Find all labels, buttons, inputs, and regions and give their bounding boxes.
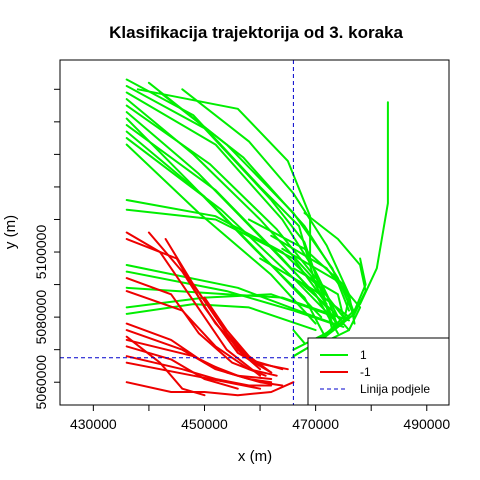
trajectory-class-minus-1-14 xyxy=(192,283,262,371)
legend: 1 -1 Linija podjele xyxy=(307,337,450,406)
trajectory-class-1-20 xyxy=(125,293,328,315)
y-tick-label-5100000: 5100000 xyxy=(33,225,49,280)
trajectory-class-minus-1-8 xyxy=(125,338,284,387)
trajectory-class-minus-1-15 xyxy=(203,296,273,374)
trajectory-class-1-27 xyxy=(281,247,362,332)
legend-label-minus-1: -1 xyxy=(360,365,371,379)
trajectory-class-minus-1-13 xyxy=(125,345,239,390)
trajectory-class-1-7 xyxy=(125,124,328,309)
trajectory-class-1-25 xyxy=(292,267,345,335)
trajectory-class-1-14 xyxy=(136,88,312,260)
plot-frame xyxy=(59,59,450,406)
x-tick-label-430000: 430000 xyxy=(70,416,117,432)
trajectory-class-minus-1-12 xyxy=(125,335,206,397)
trajectory-class-1-28 xyxy=(247,218,356,315)
trajectory-class-minus-1-5 xyxy=(125,290,278,377)
trajectory-class-1-9 xyxy=(125,137,339,325)
trajectory-class-minus-1-10 xyxy=(125,361,262,390)
trajectory-class-1-18 xyxy=(125,270,334,325)
x-tick-label-470000: 470000 xyxy=(292,416,339,432)
trajectory-class-1-4 xyxy=(125,104,334,332)
trajectory-class-minus-1-0 xyxy=(125,231,262,377)
y-tick-label-5060000: 5060000 xyxy=(33,355,49,410)
trajectory-class-1-31 xyxy=(259,257,350,338)
trajectory-class-minus-1-11 xyxy=(125,381,295,397)
trajectory-class-1-21 xyxy=(125,303,317,332)
y-tick-label-5080000: 5080000 xyxy=(33,290,49,345)
x-tick-label-490000: 490000 xyxy=(403,416,450,432)
legend-label-1: 1 xyxy=(360,348,367,362)
legend-label-division: Linija podjele xyxy=(360,382,430,396)
trajectory-class-minus-1-9 xyxy=(125,355,273,387)
x-axis-label: x (m) xyxy=(238,448,272,465)
trajectory-class-1-16 xyxy=(125,208,328,306)
trajectory-class-minus-1-4 xyxy=(125,277,267,377)
y-axis-label: y (m) xyxy=(2,215,19,249)
trajectory-class-minus-1-2 xyxy=(147,231,284,371)
x-tick-label-450000: 450000 xyxy=(181,416,228,432)
chart-title: Klasifikacija trajektorija od 3. koraka xyxy=(109,23,403,42)
axes-ticks: 430000 450000 470000 490000 5060000 5080000 51… xyxy=(33,88,450,432)
trajectory-class-1-29 xyxy=(292,329,306,345)
